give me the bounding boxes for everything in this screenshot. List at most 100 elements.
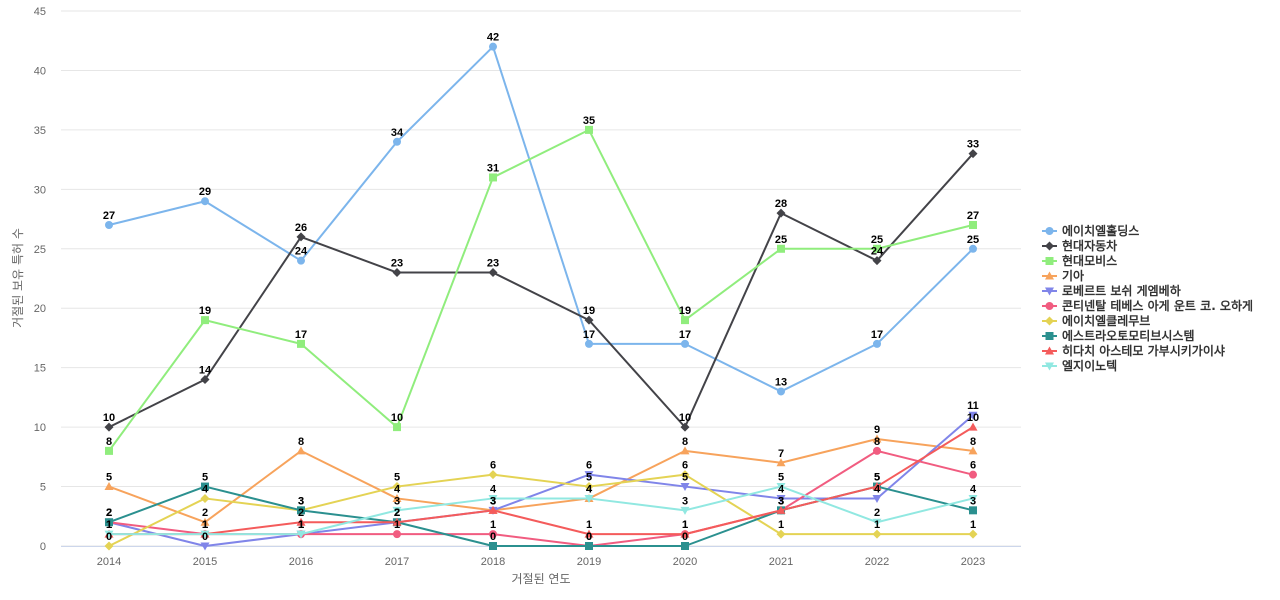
data-point[interactable]: [488, 505, 498, 514]
data-point[interactable]: [296, 530, 306, 539]
data-point[interactable]: [681, 339, 689, 348]
legend-item[interactable]: 에이치엘클레무브: [1042, 313, 1150, 328]
legend-item[interactable]: 로베르트 보쉬 게엠베하: [1042, 283, 1181, 298]
data-point[interactable]: [776, 529, 786, 539]
legend-marker[interactable]: [1045, 332, 1054, 340]
data-point[interactable]: [200, 517, 210, 526]
data-point[interactable]: [584, 494, 594, 503]
legend-item[interactable]: 기아: [1042, 268, 1084, 283]
data-point[interactable]: [584, 471, 594, 480]
data-point[interactable]: [585, 542, 593, 550]
data-point[interactable]: [296, 446, 306, 455]
data-point[interactable]: [969, 506, 977, 515]
data-point[interactable]: [489, 173, 497, 182]
legend-marker[interactable]: [1045, 362, 1054, 371]
data-point[interactable]: [392, 482, 402, 492]
data-point[interactable]: [297, 339, 305, 348]
data-point[interactable]: [585, 339, 593, 348]
data-point[interactable]: [872, 494, 882, 503]
data-point[interactable]: [584, 315, 594, 325]
data-point[interactable]: [297, 506, 305, 515]
legend-marker[interactable]: [1045, 227, 1054, 235]
legend-item[interactable]: 엘지이노텍: [1042, 358, 1117, 373]
data-point[interactable]: [585, 125, 593, 134]
data-point[interactable]: [776, 494, 786, 503]
data-point[interactable]: [680, 446, 690, 455]
legend-item[interactable]: 에이치엘홀딩스: [1042, 223, 1139, 238]
data-point[interactable]: [104, 530, 114, 539]
data-point[interactable]: [393, 137, 401, 146]
data-point[interactable]: [873, 244, 881, 253]
data-point[interactable]: [105, 446, 113, 455]
data-point[interactable]: [201, 482, 209, 491]
series-line[interactable]: [108, 128, 974, 452]
data-point[interactable]: [680, 422, 690, 432]
data-point[interactable]: [777, 244, 785, 253]
data-point[interactable]: [392, 517, 402, 526]
data-point[interactable]: [105, 518, 113, 527]
data-point[interactable]: [873, 339, 881, 348]
data-point[interactable]: [104, 482, 114, 491]
data-point[interactable]: [968, 149, 978, 159]
legend-marker[interactable]: [1045, 241, 1054, 251]
data-point[interactable]: [297, 256, 305, 265]
legend-marker[interactable]: [1045, 346, 1054, 355]
data-point[interactable]: [584, 482, 594, 492]
data-point[interactable]: [393, 530, 401, 539]
legend-marker[interactable]: [1045, 316, 1054, 326]
data-point[interactable]: [968, 422, 978, 431]
data-point[interactable]: [681, 316, 689, 325]
data-point[interactable]: [777, 387, 785, 396]
legend-marker[interactable]: [1045, 302, 1054, 310]
data-point[interactable]: [104, 422, 114, 432]
data-point[interactable]: [776, 458, 786, 467]
data-point[interactable]: [392, 493, 402, 502]
series-line[interactable]: [108, 473, 973, 547]
data-point[interactable]: [105, 221, 113, 229]
data-point[interactable]: [201, 316, 209, 325]
data-point[interactable]: [488, 494, 498, 503]
data-point[interactable]: [489, 530, 497, 539]
series-line[interactable]: [108, 438, 974, 524]
data-point[interactable]: [872, 482, 882, 491]
data-point[interactable]: [200, 493, 210, 503]
data-point[interactable]: [872, 256, 882, 266]
legend-item[interactable]: 현대모비스: [1042, 253, 1117, 268]
data-point[interactable]: [296, 517, 306, 526]
data-point[interactable]: [200, 530, 210, 539]
data-point[interactable]: [584, 529, 594, 538]
data-point[interactable]: [969, 221, 977, 229]
data-point[interactable]: [392, 506, 402, 515]
data-point[interactable]: [296, 232, 306, 242]
series-line[interactable]: [108, 45, 974, 393]
data-point[interactable]: [873, 446, 881, 455]
data-point[interactable]: [776, 505, 786, 514]
data-point[interactable]: [776, 483, 786, 492]
legend-marker[interactable]: [1045, 271, 1054, 280]
data-point[interactable]: [680, 483, 690, 492]
data-point[interactable]: [200, 542, 210, 551]
series-line[interactable]: [109, 426, 974, 536]
data-point[interactable]: [968, 411, 978, 420]
data-point[interactable]: [680, 529, 690, 538]
legend-marker[interactable]: [1045, 257, 1054, 265]
data-point[interactable]: [681, 542, 689, 550]
legend-marker[interactable]: [1045, 287, 1054, 296]
legend-item[interactable]: 콘티넨탈 테베스 아게 운트 코. 오하게: [1042, 298, 1253, 313]
data-point[interactable]: [201, 197, 209, 206]
data-point[interactable]: [872, 529, 882, 539]
data-point[interactable]: [968, 529, 978, 539]
data-point[interactable]: [104, 541, 114, 551]
data-point[interactable]: [776, 208, 786, 218]
series-line[interactable]: [109, 485, 974, 536]
data-point[interactable]: [489, 542, 497, 550]
data-point[interactable]: [872, 434, 882, 443]
data-point[interactable]: [969, 470, 977, 479]
data-point[interactable]: [488, 470, 498, 480]
legend-item[interactable]: 히다치 아스테모 가부시키가이샤: [1042, 343, 1225, 358]
data-point[interactable]: [393, 423, 401, 432]
data-point[interactable]: [872, 518, 882, 527]
data-point[interactable]: [968, 446, 978, 455]
legend-item[interactable]: 현대자동차: [1042, 238, 1117, 253]
